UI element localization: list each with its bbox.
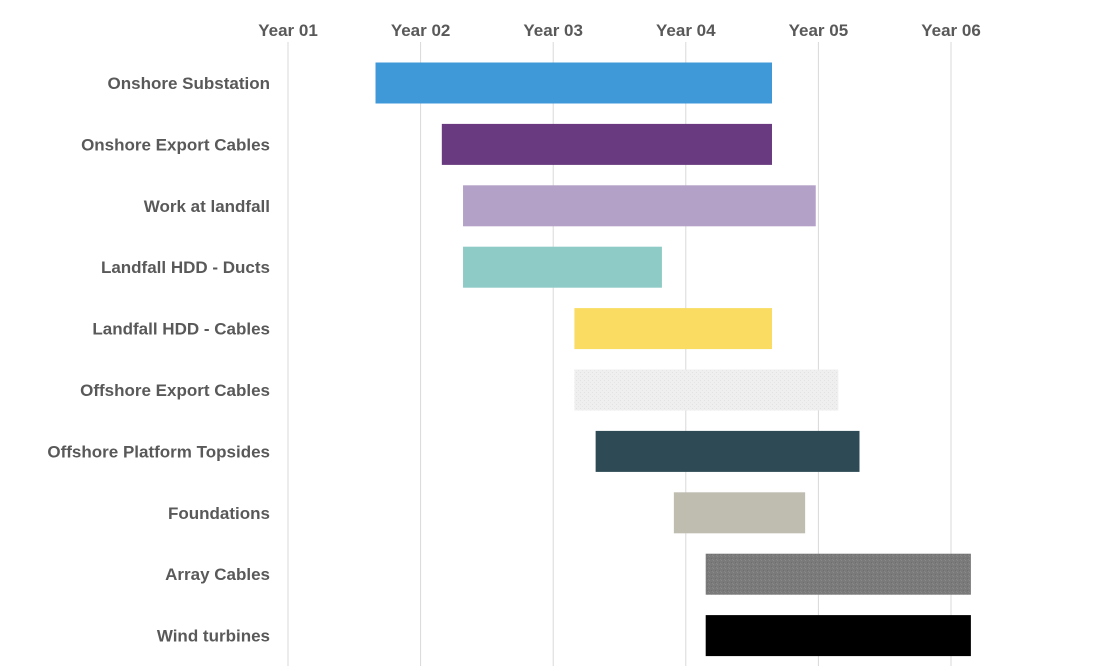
- task-label: Offshore Export Cables: [80, 381, 270, 400]
- x-axis-tick-labels: Year 01 Year 02 Year 03 Year 04 Year 05 Year …: [258, 21, 981, 40]
- task-label: Landfall HDD - Cables: [92, 320, 270, 339]
- task-label: Onshore Substation: [108, 74, 270, 93]
- task-bar: [375, 62, 772, 104]
- task-label: Foundations: [168, 504, 270, 523]
- task-labels: Onshore Substation Onshore Export Cables W…: [47, 74, 270, 646]
- task-bar: [463, 246, 662, 288]
- task-bar: [673, 492, 806, 534]
- x-tick-label: Year 04: [656, 21, 716, 40]
- task-bar: [574, 369, 839, 411]
- task-label: Work at landfall: [144, 197, 270, 216]
- task-label: Wind turbines: [157, 627, 270, 646]
- x-tick-label: Year 05: [789, 21, 849, 40]
- task-bar: [574, 308, 772, 350]
- task-bar: [705, 615, 971, 657]
- task-label: Landfall HDD - Ducts: [101, 258, 270, 277]
- task-label: Onshore Export Cables: [81, 135, 270, 154]
- x-tick-label: Year 06: [921, 21, 981, 40]
- task-label: Array Cables: [165, 565, 270, 584]
- task-label: Offshore Platform Topsides: [47, 442, 270, 461]
- task-bars: [375, 62, 971, 657]
- task-bar: [595, 430, 860, 472]
- x-tick-label: Year 02: [391, 21, 451, 40]
- task-bar: [705, 553, 971, 595]
- x-tick-label: Year 01: [258, 21, 318, 40]
- task-bar: [463, 185, 816, 227]
- task-bar: [441, 123, 772, 165]
- x-tick-label: Year 03: [523, 21, 583, 40]
